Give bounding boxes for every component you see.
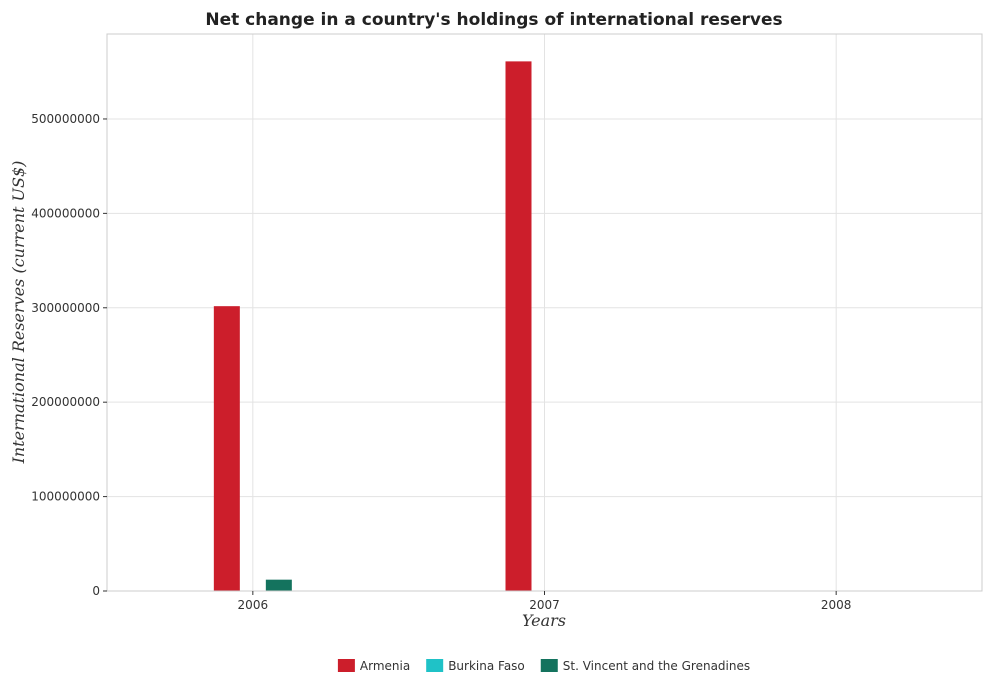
legend-swatch [337,659,355,672]
x-tick-label: 2008 [821,598,852,612]
y-axis-ticks: 0 100000000 200000000 300000000 400000000 500… [31,112,107,598]
x-tick-label: 2006 [238,598,269,612]
chart-title: Net change in a country's holdings of in… [205,10,782,30]
bar-armenia-2006 [213,306,240,591]
legend-swatch [426,659,444,672]
legend: Armenia Burkina Faso St. Vincent and the G… [337,659,750,673]
y-axis-label: International Reserves (current US$) [9,161,28,465]
x-tick-label: 2007 [529,598,560,612]
y-tick-label: 200000000 [31,395,100,409]
y-tick-label: 300000000 [31,301,100,315]
bars [213,61,532,591]
legend-item-burkina-faso: Burkina Faso [426,659,525,673]
y-tick-label: 500000000 [31,112,100,126]
y-tick-label: 400000000 [31,206,100,220]
bar-st-vincent-and-the-grenadines-2006 [265,579,292,591]
legend-label: St. Vincent and the Grenadines [563,659,750,673]
legend-label: Armenia [360,659,410,673]
grid-lines [107,34,982,592]
legend-item-st-vincent-and-the-grenadines: St. Vincent and the Grenadines [540,659,750,673]
y-tick-label: 0 [92,584,100,598]
y-tick-label: 100000000 [31,490,100,504]
x-axis-ticks: 2006 2007 2008 [238,591,852,612]
x-axis-label: Years [522,611,566,630]
legend-item-armenia: Armenia [337,659,410,673]
legend-swatch [540,659,558,672]
legend-label: Burkina Faso [448,659,525,673]
bar-armenia-2007 [505,61,532,591]
